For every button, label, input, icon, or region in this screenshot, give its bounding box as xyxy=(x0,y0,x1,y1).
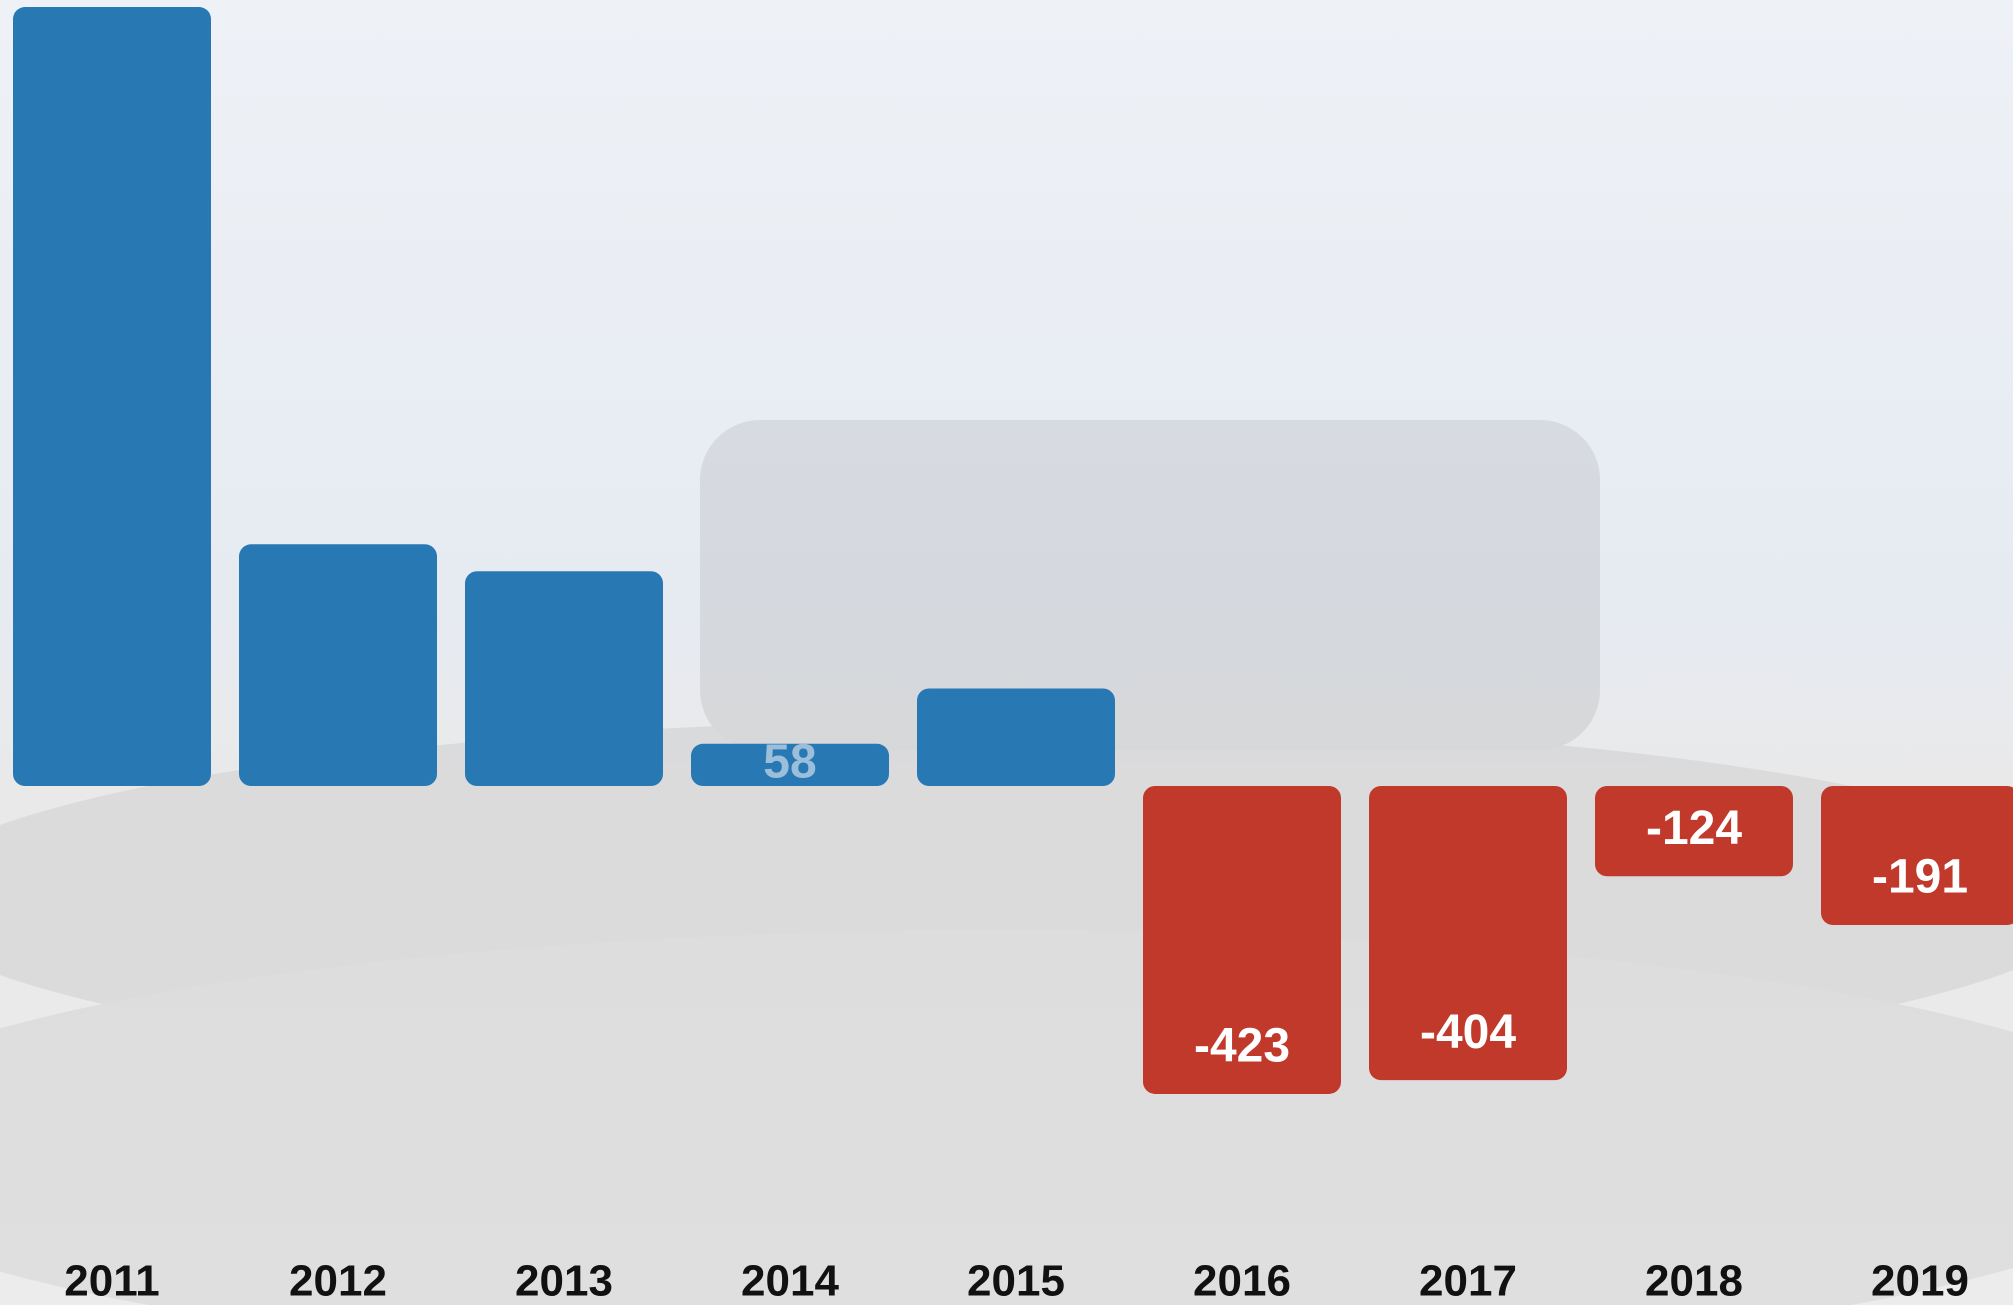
x-tick-label: 2011 xyxy=(64,1257,159,1305)
x-tick-label: 2012 xyxy=(289,1257,387,1305)
x-tick-label: 2016 xyxy=(1193,1257,1291,1305)
x-tick-label: 2015 xyxy=(967,1257,1065,1305)
page: 2011 2012 2013 58 2014 2015 -423 2016 -404 2017 -1… xyxy=(0,0,2013,1305)
x-tick-label: 2013 xyxy=(515,1257,613,1305)
value-label: -124 xyxy=(1646,802,1742,855)
value-label: -404 xyxy=(1420,1006,1516,1059)
bar xyxy=(917,688,1115,786)
bar xyxy=(13,7,211,786)
value-label: 58 xyxy=(763,736,816,789)
value-label: -423 xyxy=(1194,1020,1290,1073)
value-label: -191 xyxy=(1872,851,1968,904)
x-tick-label: 2018 xyxy=(1645,1257,1743,1305)
bar xyxy=(465,571,663,786)
x-tick-label: 2014 xyxy=(741,1257,839,1305)
chart: 2011 2012 2013 58 2014 2015 -423 2016 -404 2017 -1… xyxy=(0,0,2013,1305)
x-tick-label: 2019 xyxy=(1871,1257,1969,1305)
bar xyxy=(239,544,437,786)
x-tick-label: 2017 xyxy=(1419,1257,1517,1305)
